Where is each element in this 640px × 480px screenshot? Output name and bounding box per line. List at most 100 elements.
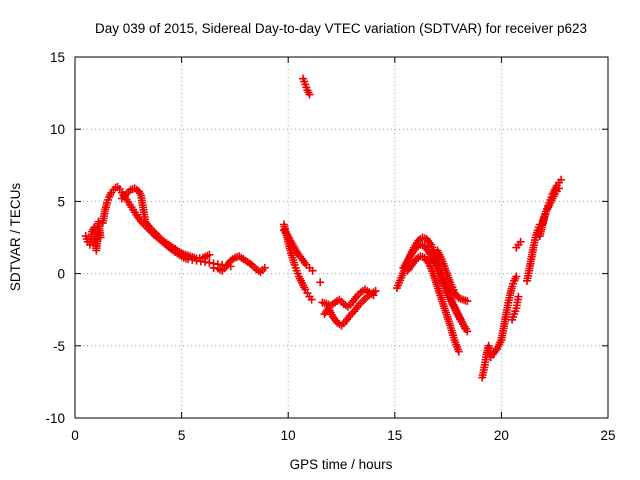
- data-point-fill: [140, 215, 149, 224]
- data-point-fill: [453, 310, 462, 319]
- data-point-fill: [505, 293, 514, 302]
- data-point-fill: [367, 289, 376, 298]
- data-point-fill: [327, 310, 336, 319]
- data-point-fill: [297, 254, 306, 263]
- data-point-fill: [106, 190, 115, 199]
- data-point-fill: [152, 229, 161, 238]
- chart-title: Day 039 of 2015, Sidereal Day-to-day VTE…: [95, 21, 587, 36]
- data-point-fill: [102, 201, 111, 210]
- y-tick-label: 15: [50, 50, 65, 65]
- data-point-fill: [509, 279, 518, 288]
- x-axis-label: GPS time / hours: [290, 457, 393, 472]
- data-point-fill: [195, 254, 204, 263]
- series-arc8: [478, 341, 495, 382]
- data-point-fill: [543, 205, 552, 214]
- data-point: [516, 237, 525, 246]
- data-point-fill: [445, 319, 454, 328]
- data-point-fill: [449, 333, 458, 342]
- data-point-fill: [164, 240, 173, 249]
- data-point-fill: [549, 192, 558, 201]
- y-axis-label: SDTVAR / TECUs: [8, 183, 23, 292]
- series-arc4-upper: [279, 226, 317, 275]
- data-point-fill: [160, 237, 169, 246]
- y-tick-label: -5: [53, 339, 65, 354]
- data-point-fill: [440, 284, 449, 293]
- data-point-fill: [237, 253, 246, 262]
- data-point-fill: [354, 290, 363, 299]
- data-point-fill: [348, 309, 357, 318]
- data-point-fill: [295, 274, 304, 283]
- data-point: [557, 175, 566, 184]
- data-point-fill: [501, 315, 510, 324]
- data-point: [308, 266, 317, 275]
- series-arc11-lower: [537, 184, 563, 229]
- data-point-fill: [203, 251, 212, 260]
- data-point-fill: [526, 257, 535, 266]
- x-tick-label: 20: [494, 428, 509, 443]
- data-point-fill: [539, 215, 548, 224]
- data-point-fill: [503, 303, 512, 312]
- data-point-fill: [457, 317, 466, 326]
- data-points: [81, 74, 566, 382]
- x-tick-label: 25: [600, 428, 615, 443]
- data-point: [554, 184, 563, 193]
- series-arc6-upper: [318, 285, 378, 311]
- data-point-fill: [100, 209, 109, 218]
- data-point-fill: [300, 258, 309, 267]
- data-point-fill: [293, 269, 302, 278]
- data-point-fill: [453, 345, 462, 354]
- data-point-fill: [496, 338, 505, 347]
- data-point-fill: [482, 353, 491, 362]
- series-arc2-upper: [117, 184, 214, 263]
- data-point-fill: [396, 276, 405, 285]
- data-point-fill: [406, 251, 415, 260]
- data-point-fill: [124, 188, 133, 197]
- data-point-fill: [136, 189, 145, 198]
- data-point-fill: [456, 294, 465, 303]
- data-point-fill: [287, 251, 296, 260]
- data-point-fill: [344, 313, 353, 322]
- data-point-fill: [356, 299, 365, 308]
- axis-ticks: 0 5 10 15 20 25 -10 -5 0 5 10 15: [45, 50, 615, 443]
- series-arc5: [299, 74, 314, 99]
- data-point-fill: [479, 365, 488, 374]
- series-arc7-mid: [399, 240, 472, 336]
- data-point-fill: [363, 286, 372, 295]
- data-point-fill: [402, 259, 411, 268]
- data-point: [316, 278, 325, 287]
- data-point-fill: [512, 301, 521, 310]
- data-point-fill: [289, 258, 298, 267]
- data-point-fill: [423, 257, 432, 266]
- data-point-fill: [177, 249, 186, 258]
- data-point-fill: [449, 285, 458, 294]
- series-arc1: [81, 217, 105, 255]
- y-tick-label: 10: [50, 122, 65, 137]
- data-point-fill: [250, 263, 259, 272]
- data-point-fill: [339, 319, 348, 328]
- data-point-fill: [120, 192, 129, 201]
- data-point-fill: [360, 294, 369, 303]
- data-point-fill: [445, 293, 454, 302]
- data-point-fill: [215, 265, 224, 274]
- x-tick-label: 0: [71, 428, 79, 443]
- data-point-fill: [291, 246, 300, 255]
- data-point-fill: [436, 293, 445, 302]
- data-point-fill: [300, 283, 309, 292]
- series-arc8b: [488, 272, 521, 359]
- data-point-fill: [530, 236, 539, 245]
- data-point-fill: [441, 264, 450, 273]
- data-point-fill: [445, 275, 454, 284]
- data-point-fill: [511, 274, 520, 283]
- data-point-fill: [428, 267, 437, 276]
- series-arc3: [209, 252, 269, 277]
- data-point-fill: [281, 228, 290, 237]
- data-point-fill: [300, 77, 309, 86]
- data-point-fill: [346, 300, 355, 309]
- data-point-fill: [436, 252, 445, 261]
- y-tick-label: -10: [45, 411, 65, 426]
- data-point-fill: [423, 246, 432, 255]
- x-tick-label: 15: [387, 428, 402, 443]
- plot-frame: [74, 56, 609, 419]
- data-point-fill: [291, 263, 300, 272]
